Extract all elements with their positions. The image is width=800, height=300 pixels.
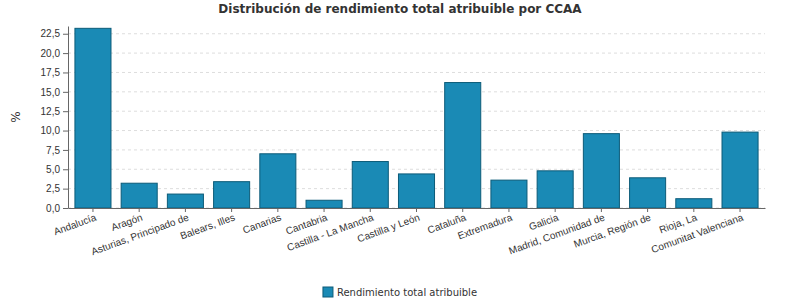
grid-line — [68, 91, 765, 92]
y-tick: 7,5 — [46, 145, 68, 156]
grid-line — [68, 33, 765, 34]
grid-line — [68, 111, 765, 112]
y-tick-label: 0,0 — [46, 203, 60, 214]
x-tick-label: Canarias — [241, 212, 282, 236]
x-axis: AndalucíaAragónAsturias, Principado deBa… — [52, 208, 765, 257]
y-tick-mark — [63, 189, 68, 190]
y-axis: 0,0 2,5 5,0 7,5 10,0 12,5 15,0 17,5 20,0 22,5 — [41, 27, 69, 214]
x-tick-label: Extremadura — [456, 211, 514, 241]
x-tick-label: Asturias, Principado de — [90, 211, 191, 257]
y-tick-label: 20,0 — [41, 48, 61, 59]
y-tick-mark — [63, 169, 68, 170]
bar — [260, 154, 296, 208]
legend: Rendimiento total atribuible — [323, 287, 477, 298]
y-tick: 2,5 — [46, 183, 68, 194]
y-tick: 12,5 — [41, 106, 68, 117]
y-tick: 22,5 — [41, 28, 68, 39]
y-axis-line — [68, 27, 69, 209]
x-tick: Murcia, Región de — [572, 208, 652, 250]
x-tick: Extremadura — [456, 208, 514, 241]
x-tick: Comunitat Valenciana — [650, 208, 745, 255]
bar — [491, 180, 527, 208]
bar — [306, 200, 342, 208]
x-tick-label: Murcia, Región de — [572, 211, 652, 249]
y-tick: 10,0 — [41, 125, 68, 136]
y-tick-label: 15,0 — [41, 87, 61, 98]
y-tick-mark — [63, 131, 68, 132]
y-tick-mark — [63, 150, 68, 151]
y-tick-mark — [63, 92, 68, 93]
legend-label: Rendimiento total atribuible — [337, 287, 477, 298]
y-tick-label: 2,5 — [46, 183, 60, 194]
y-tick-mark — [63, 72, 68, 73]
title: Distribución de rendimiento total atribu… — [218, 2, 582, 16]
y-tick-mark — [63, 53, 68, 54]
y-axis-title: % — [9, 111, 23, 122]
bar — [630, 178, 666, 208]
y-tick-label: 7,5 — [46, 145, 60, 156]
x-tick-label: Balears, Illes — [179, 212, 237, 242]
bar — [583, 134, 619, 208]
grid-line — [68, 53, 765, 54]
bar — [445, 83, 481, 208]
x-tick: Castilla y León — [356, 208, 421, 244]
bar — [676, 199, 712, 208]
y-tick: 0,0 — [46, 203, 68, 214]
x-tick: Balears, Illes — [179, 208, 237, 241]
bar — [398, 174, 434, 208]
grid-line — [68, 130, 765, 131]
y-tick: 20,0 — [41, 48, 68, 59]
x-tick-label: Castilla y León — [356, 212, 421, 245]
bars — [75, 28, 758, 208]
legend-swatch — [323, 287, 333, 297]
bar — [75, 28, 111, 208]
y-tick: 15,0 — [41, 87, 68, 98]
bar — [121, 183, 157, 208]
grid-line — [68, 72, 765, 73]
y-tick-label: 22,5 — [41, 28, 61, 39]
grid — [68, 34, 765, 208]
x-tick-label: Comunitat Valenciana — [650, 211, 745, 255]
x-tick-label: Andalucía — [52, 211, 98, 237]
grid-line — [68, 149, 765, 150]
y-tick-mark — [63, 34, 68, 35]
bar — [352, 162, 388, 208]
y-tick: 17,5 — [41, 67, 68, 78]
bar — [214, 182, 250, 208]
y-tick-label: 12,5 — [41, 106, 61, 117]
y-tick-label: 17,5 — [41, 67, 61, 78]
bar — [722, 132, 758, 208]
x-tick: Canarias — [241, 208, 282, 236]
x-tick: Castilla - La Mancha — [286, 208, 376, 253]
y-tick-mark — [63, 111, 68, 112]
chart: Distribución de rendimiento total atribu… — [0, 0, 800, 300]
x-tick: Asturias, Principado de — [90, 208, 191, 257]
bar — [537, 171, 573, 208]
y-tick-label: 10,0 — [41, 125, 61, 136]
y-tick: 5,0 — [46, 164, 68, 175]
x-tick: Andalucía — [52, 208, 98, 237]
bar — [167, 194, 203, 208]
y-tick-label: 5,0 — [46, 164, 60, 175]
plot: 0,0 2,5 5,0 7,5 10,0 12,5 15,0 17,5 20,0 22,5 Anda… — [41, 27, 766, 258]
y-tick-mark — [63, 208, 68, 209]
grid-line — [68, 169, 765, 170]
